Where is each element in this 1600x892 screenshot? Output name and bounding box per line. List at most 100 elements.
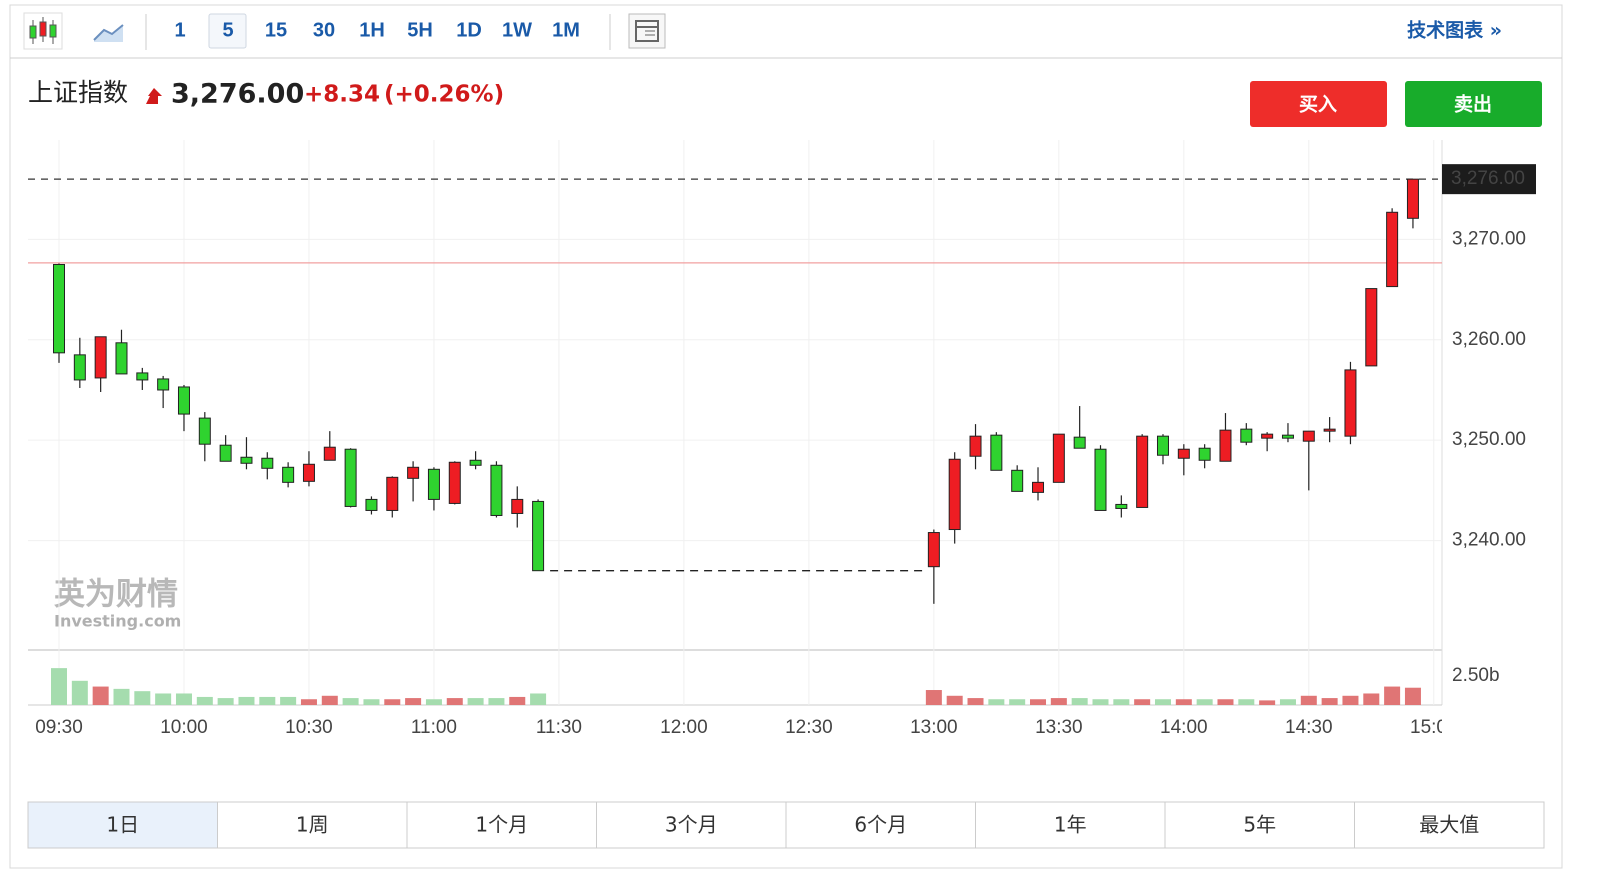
candle-body (1156, 435, 1169, 456)
volume-bar (196, 696, 213, 705)
sell-label[interactable]: 卖出 (1454, 93, 1492, 116)
interval[interactable]: 1 (174, 19, 185, 41)
volume-bar (259, 696, 276, 705)
candle-body (532, 500, 545, 572)
price: 3,276.00 (171, 79, 304, 110)
candle-body (1136, 435, 1149, 508)
interval[interactable]: 5H (407, 19, 433, 41)
volume-bar (1279, 699, 1296, 705)
active-interval (208, 13, 247, 49)
volume-bar (1363, 693, 1380, 705)
sell-button[interactable] (1405, 81, 1542, 127)
range-tab[interactable]: 最大值 (1419, 813, 1479, 837)
candle-icon[interactable] (23, 12, 63, 50)
range-tab[interactable]: 6个月 (854, 813, 907, 837)
volume-bar (321, 695, 338, 705)
y-tick-label: 3,260.00 (1452, 329, 1526, 350)
range-tab[interactable]: 5年 (1243, 813, 1276, 837)
volume-bar (509, 696, 526, 705)
watermark-brand: 英为财情 (54, 577, 178, 613)
candle-body (386, 476, 399, 511)
candle-body (73, 354, 86, 381)
volume-bar (530, 693, 547, 705)
candle-body (1115, 503, 1128, 509)
buy-label[interactable]: 买入 (1299, 94, 1337, 116)
range-tab[interactable]: 1周 (296, 813, 329, 837)
candle-body (177, 386, 190, 415)
interval[interactable]: 5 (222, 19, 233, 41)
volume-bar (446, 698, 463, 705)
volume-bar (92, 686, 109, 705)
layout-icon[interactable] (628, 13, 666, 49)
candle-body (1406, 178, 1419, 219)
last-price-box (1442, 164, 1536, 195)
volume-bar (488, 698, 505, 705)
candle-body (1094, 448, 1107, 511)
volume-bar (51, 668, 67, 705)
interval[interactable]: 1W (502, 19, 532, 41)
y-tick-label: 3,240.00 (1452, 530, 1526, 551)
range-tab[interactable]: 3个月 (665, 813, 718, 837)
interval[interactable]: 1M (552, 19, 580, 41)
candle-body (344, 448, 357, 507)
candle-body (1032, 481, 1045, 493)
change-pct: (+0.26%) (384, 82, 504, 108)
volume-bar (280, 696, 297, 705)
volume-bar (405, 698, 422, 705)
volume-bar (1217, 699, 1234, 705)
interval[interactable]: 30 (313, 19, 335, 41)
volume-bar (988, 699, 1005, 705)
x-tick-label: 10:30 (285, 717, 333, 738)
candle-body (969, 435, 982, 457)
candle-body (1011, 469, 1024, 492)
last-price-label: 3,276.00 (1451, 168, 1525, 189)
interval[interactable]: 1D (456, 19, 482, 41)
x-tick-label: 11:00 (411, 717, 457, 738)
volume-bar (1050, 698, 1067, 705)
candle-body (157, 378, 170, 391)
volume-bar (342, 698, 359, 705)
area-icon[interactable] (93, 24, 124, 42)
volume-bar (71, 680, 88, 705)
candle-body (1386, 211, 1399, 288)
candle-body (511, 498, 524, 514)
candle-body (1073, 436, 1086, 449)
candle-body (198, 417, 211, 445)
interval[interactable]: 1H (359, 19, 385, 41)
candle-body (1198, 447, 1211, 461)
range-tab[interactable]: 1个月 (475, 813, 528, 837)
volume-bar (1154, 699, 1171, 705)
x-tick-label: 10:00 (160, 717, 208, 738)
volume-bar (946, 695, 963, 705)
interval[interactable]: 15 (265, 19, 287, 41)
candle-body (53, 263, 65, 354)
candle-body (302, 463, 315, 482)
candle-body (282, 466, 295, 483)
technical-link[interactable]: 技术图表 » (1407, 19, 1502, 42)
candle-body (94, 336, 107, 379)
volume-tick-label: 2.50b (1452, 665, 1500, 686)
change: +8.34 (304, 82, 380, 108)
volume-bar (1092, 699, 1109, 705)
range-tab[interactable]: 1日 (106, 813, 139, 837)
active-tab (27, 801, 218, 849)
volume-bar (1384, 686, 1401, 705)
volume-bar (1404, 687, 1421, 705)
volume-bar (1134, 699, 1151, 705)
candle-body (1240, 428, 1253, 443)
volume-bar (1175, 699, 1192, 705)
candle-body (115, 342, 128, 375)
candle-body (1261, 433, 1274, 439)
x-tick-label: 12:30 (785, 717, 833, 738)
candle-body (261, 457, 274, 469)
volume-bar (925, 690, 942, 705)
up-arrow (146, 88, 162, 104)
candle-body (1344, 369, 1357, 437)
candle-body (948, 458, 961, 531)
candle-body (407, 466, 420, 479)
buy-button[interactable] (1250, 81, 1387, 127)
candle-body (1219, 429, 1232, 462)
range-tab[interactable]: 1年 (1054, 813, 1087, 837)
volume-bar (1030, 699, 1047, 705)
